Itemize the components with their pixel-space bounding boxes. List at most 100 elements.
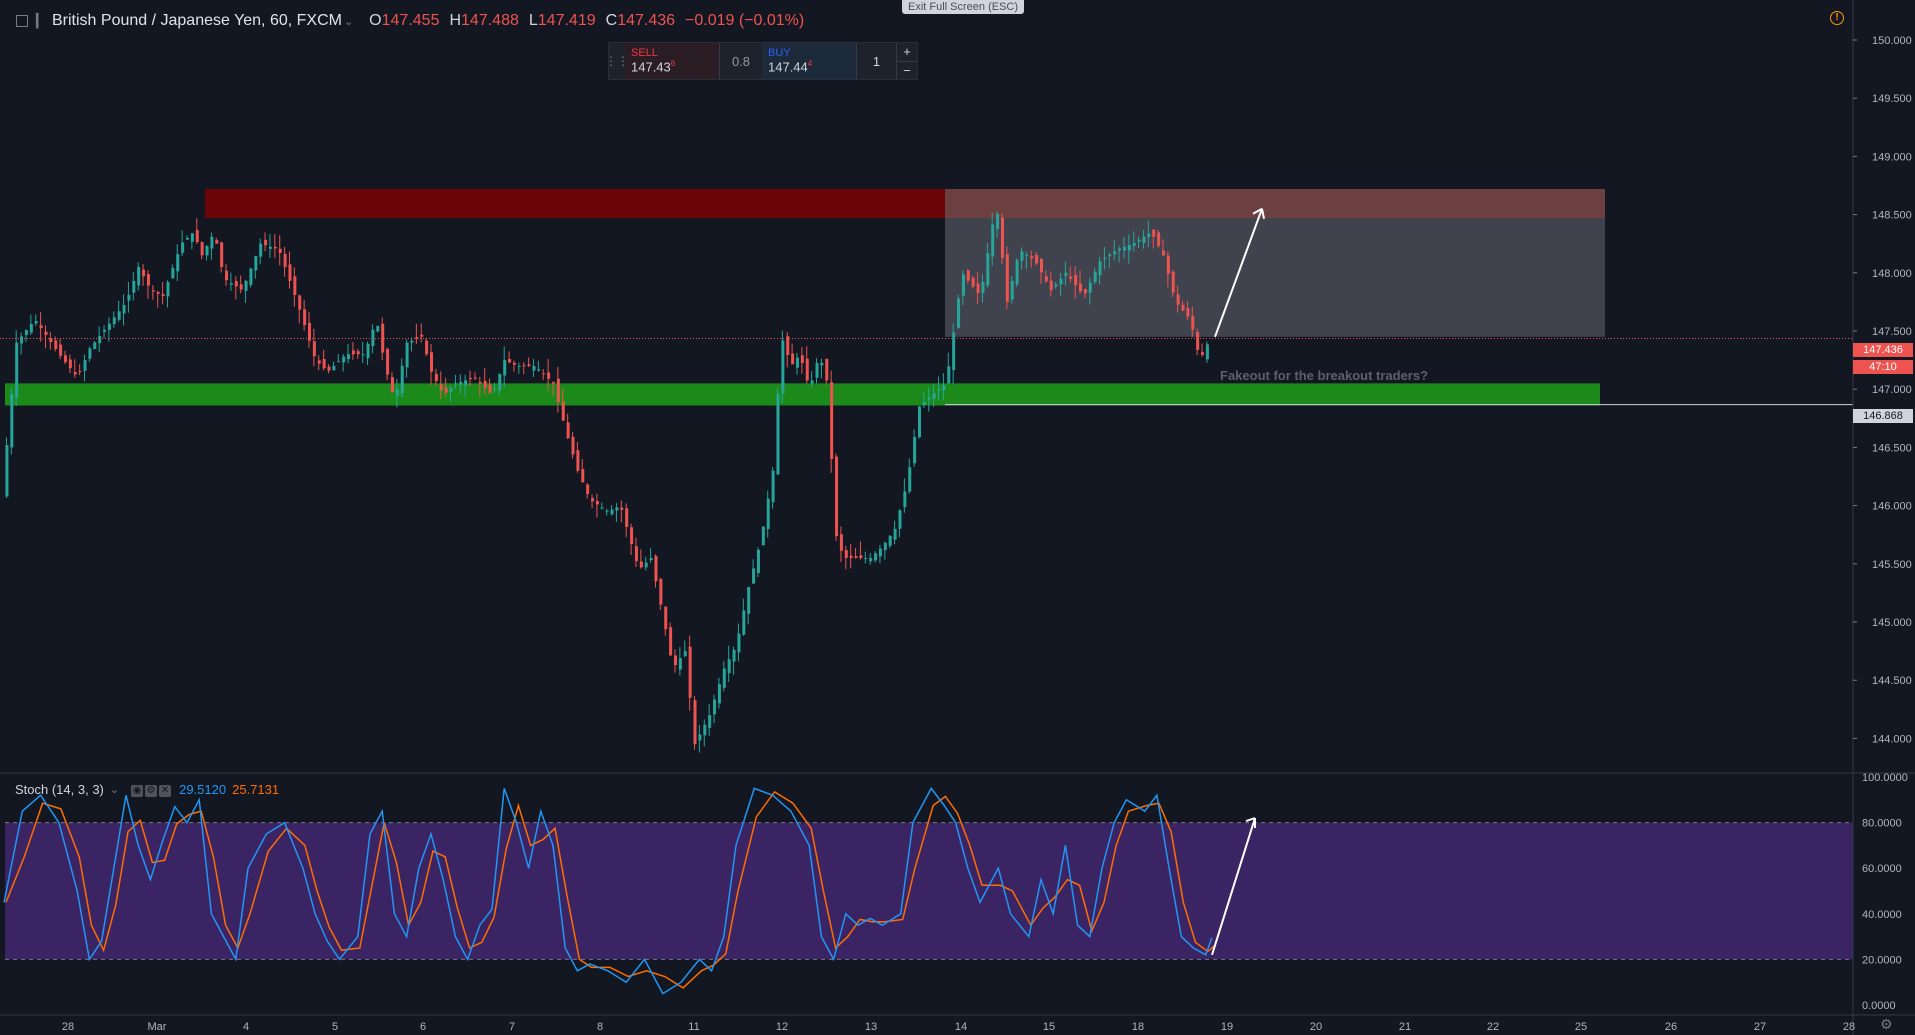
candle-body: [1166, 255, 1170, 274]
time-tick-label: 5: [332, 1021, 338, 1033]
candle-body: [264, 239, 268, 246]
collapse-icon[interactable]: [16, 15, 28, 27]
candle-body: [54, 340, 58, 350]
price-tick-label: 147.000: [1872, 384, 1912, 396]
candle-body: [381, 323, 385, 353]
time-tick-label: 14: [955, 1021, 967, 1033]
candle-body: [200, 242, 204, 256]
candle-body: [1127, 245, 1131, 251]
candle-body: [395, 389, 399, 396]
candle-body: [542, 373, 546, 375]
candle-body: [405, 342, 409, 368]
candle-body: [747, 587, 751, 614]
candle-body: [249, 268, 253, 285]
price-tick-label: 146.000: [1872, 501, 1912, 513]
candle-body: [469, 378, 473, 380]
candle-body: [898, 510, 902, 529]
candle-body: [908, 467, 912, 492]
candle-body: [947, 366, 951, 384]
candle-body: [634, 546, 638, 562]
quantity-minus-button[interactable]: −: [903, 62, 911, 78]
candle-body: [10, 393, 14, 448]
candle-body: [766, 498, 770, 530]
candle-body: [1113, 251, 1117, 255]
stoch-tick-label: 60.0000: [1862, 863, 1902, 875]
candle-body: [752, 568, 756, 584]
candle-body: [34, 321, 38, 324]
time-tick-label: 13: [865, 1021, 877, 1033]
candle-body: [830, 382, 834, 460]
exit-fullscreen-button[interactable]: Exit Full Screen (ESC): [902, 0, 1025, 14]
ohlc-close: 147.436: [617, 12, 676, 29]
candle-body: [473, 377, 477, 379]
candle-body: [756, 549, 760, 573]
candle-body: [825, 358, 829, 381]
eye-icon[interactable]: ◉: [131, 785, 144, 797]
candle-body: [1132, 242, 1136, 246]
candle-body: [1074, 275, 1078, 286]
candle-body: [430, 352, 433, 372]
candle-body: [815, 363, 819, 378]
candle-body: [449, 388, 453, 392]
stoch-d-line: [5, 790, 1215, 989]
symbol-title[interactable]: British Pound / Japanese Yen, 60, FXCM: [52, 12, 342, 29]
close-icon[interactable]: ✕: [159, 785, 172, 797]
candle-body: [127, 294, 131, 301]
alert-icon[interactable]: !: [1830, 11, 1844, 25]
candle-body: [605, 510, 609, 512]
time-tick-label: 26: [1665, 1021, 1677, 1033]
candle-body: [459, 381, 463, 385]
price-tick-label: 149.000: [1872, 151, 1912, 163]
candle-body: [366, 343, 370, 359]
arrow-line-price: [1214, 208, 1263, 338]
candle-body: [674, 655, 677, 666]
candle-body: [786, 336, 790, 356]
buy-button[interactable]: BUY 147.444: [762, 43, 857, 79]
candle-body: [1108, 254, 1112, 257]
chevron-down-icon[interactable]: ⌄: [343, 15, 354, 28]
stoch-label[interactable]: Stoch (14, 3, 3): [15, 781, 104, 797]
candle-body: [415, 337, 419, 339]
time-tick-label: 4: [243, 1021, 249, 1033]
candle-body: [1186, 308, 1190, 317]
candle-body: [1205, 344, 1209, 360]
time-tick-label: 8: [597, 1021, 603, 1033]
candle-body: [1059, 278, 1063, 285]
candle-body: [1049, 280, 1053, 291]
stoch-tick-label: 80.0000: [1862, 818, 1902, 830]
drag-handle-icon[interactable]: ⋮⋮: [605, 54, 629, 68]
candle-body: [771, 470, 775, 503]
candle-body: [874, 553, 878, 561]
candle-body: [693, 700, 697, 745]
candle-body: [390, 377, 394, 393]
candle-body: [971, 277, 975, 287]
candle-body: [644, 562, 648, 568]
candle-body: [64, 355, 67, 363]
chart-annotation-text[interactable]: Fakeout for the breakout traders?: [1220, 368, 1429, 383]
candle-body: [478, 382, 482, 384]
quantity-plus-button[interactable]: +: [897, 43, 917, 62]
candle-body: [283, 253, 287, 267]
settings-icon[interactable]: ⚙: [145, 785, 158, 797]
candle-body: [727, 659, 731, 674]
candle-body: [810, 380, 814, 384]
arrow-head-price: [1252, 207, 1265, 219]
candle-body: [137, 266, 141, 286]
price-tick-label: 148.500: [1872, 210, 1912, 222]
candle-body: [1171, 271, 1175, 293]
candle-body: [400, 365, 404, 394]
price-tick-label: 144.000: [1872, 733, 1912, 745]
candle-body: [1196, 332, 1200, 350]
quantity-input[interactable]: 1: [857, 43, 897, 79]
chevron-down-icon[interactable]: ⌄: [109, 783, 120, 796]
candle-body: [878, 548, 882, 557]
candle-body: [1118, 248, 1122, 251]
chart-settings-gear-icon[interactable]: ⚙: [1880, 1016, 1893, 1032]
sell-button[interactable]: SELL 147.436: [625, 43, 720, 79]
candle-body: [332, 365, 336, 371]
candle-body: [1088, 282, 1092, 293]
sell-price-sup: 6: [670, 59, 676, 68]
candle-body: [439, 384, 443, 391]
candle-body: [649, 557, 653, 561]
